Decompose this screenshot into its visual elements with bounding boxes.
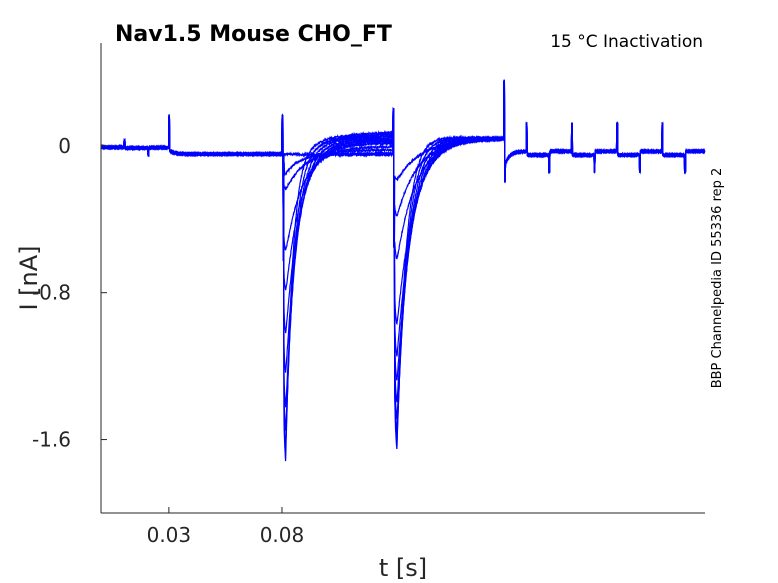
chart-title: Nav1.5 Mouse CHO_FT <box>115 22 392 47</box>
sweep-trace-11 <box>100 79 705 261</box>
current-traces <box>100 78 706 462</box>
sweep-trace-2 <box>100 80 706 448</box>
sweep-trace-5 <box>100 80 706 403</box>
y-axis-label: I [nA] <box>15 245 43 310</box>
sweep-trace-4 <box>100 80 706 420</box>
y-tick-label: -1.6 <box>32 428 71 452</box>
chart-subtitle: 15 °C Inactivation <box>550 32 703 52</box>
side-note: BBP Channelpedia ID 55336 rep 2 <box>710 168 725 389</box>
x-tick-label: 0.08 <box>260 523 305 547</box>
x-tick-label: 0.03 <box>147 523 192 547</box>
y-tick-label: -0.8 <box>32 281 71 305</box>
sweep-trace-3 <box>100 79 706 432</box>
y-tick-label: 0 <box>58 134 71 158</box>
x-axis-label: t [s] <box>379 554 427 582</box>
